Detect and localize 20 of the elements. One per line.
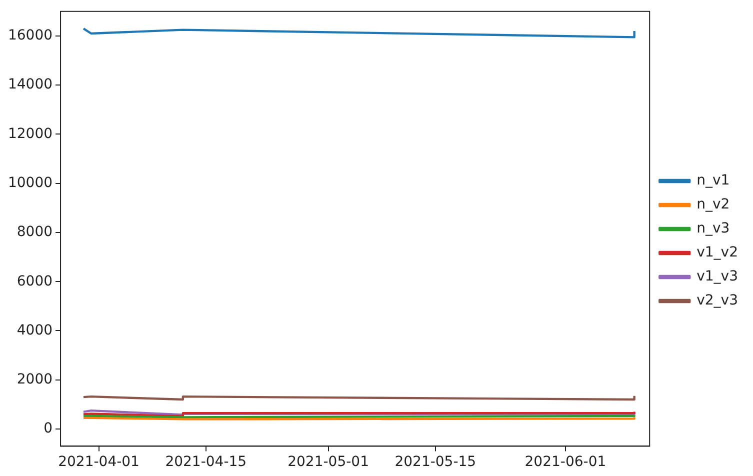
legend-label: v1_v3 (696, 268, 738, 285)
x-tick-label: 2021-04-15 (165, 454, 247, 470)
y-tick-label: 12000 (8, 126, 53, 142)
y-tick-label: 8000 (16, 224, 53, 240)
legend-label: n_v3 (696, 220, 730, 237)
y-tick-label: 14000 (8, 76, 53, 93)
y-tick-label: 16000 (8, 28, 53, 44)
y-tick-label: 6000 (16, 273, 53, 290)
legend-label: v2_v3 (696, 292, 738, 309)
x-tick-label: 2021-05-15 (394, 454, 476, 470)
x-tick-label: 2021-04-01 (58, 454, 140, 470)
y-tick-label: 2000 (16, 372, 53, 388)
y-tick-label: 4000 (16, 322, 53, 338)
y-tick-label: 10000 (8, 174, 53, 191)
y-tick-label: 0 (44, 420, 53, 437)
legend-label: n_v2 (696, 196, 730, 213)
x-tick-label: 2021-05-01 (288, 454, 369, 470)
legend-label: n_v1 (696, 172, 730, 189)
x-tick-label: 2021-06-01 (524, 454, 606, 470)
legend-label: v1_v2 (696, 244, 738, 261)
